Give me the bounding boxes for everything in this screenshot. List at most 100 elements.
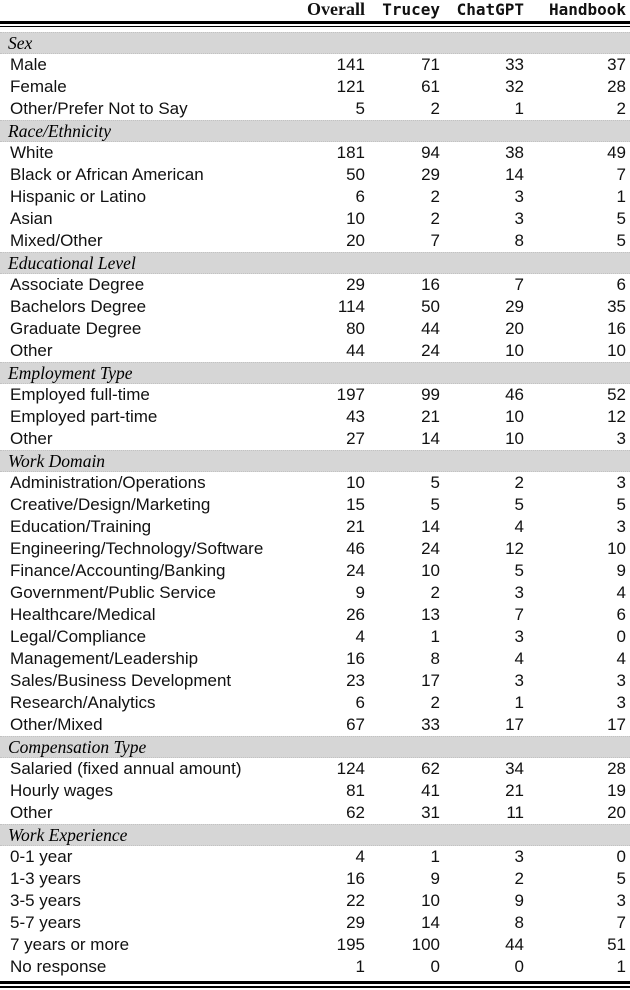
row-label: Healthcare/Medical <box>10 605 156 624</box>
row-value-handbook: 5 <box>616 209 626 228</box>
table-row: Black or African American 50 29 14 7 <box>0 164 630 186</box>
row-value-trucey: 7 <box>430 231 440 250</box>
row-value-trucey: 44 <box>421 319 440 338</box>
row-value-handbook: 28 <box>607 77 626 96</box>
row-value-trucey: 0 <box>430 957 440 976</box>
row-value-overall: 67 <box>346 715 365 734</box>
table-row: 7 years or more 195 100 44 51 <box>0 934 630 956</box>
row-value-handbook: 3 <box>616 473 626 492</box>
section-header-row: Sex <box>0 32 630 54</box>
row-value-chatgpt: 3 <box>514 627 524 646</box>
section-header-label: Race/Ethnicity <box>8 121 112 141</box>
row-value-overall: 16 <box>346 869 365 888</box>
row-value-handbook: 7 <box>616 913 626 932</box>
row-value-handbook: 4 <box>616 649 626 668</box>
row-label: Associate Degree <box>10 275 145 294</box>
row-value-chatgpt: 33 <box>505 55 524 74</box>
row-label: Asian <box>10 209 53 228</box>
row-value-overall: 20 <box>346 231 365 250</box>
row-label: Employed part-time <box>10 407 158 426</box>
row-label: 0-1 year <box>10 847 73 866</box>
row-value-trucey: 71 <box>421 55 440 74</box>
column-header-trucey: Trucey <box>382 0 440 19</box>
row-label: 7 years or more <box>10 935 130 954</box>
row-value-overall: 5 <box>355 99 365 118</box>
row-value-trucey: 2 <box>430 187 440 206</box>
row-value-chatgpt: 34 <box>505 759 524 778</box>
row-value-overall: 21 <box>346 517 365 536</box>
table-row: Graduate Degree 80 44 20 16 <box>0 318 630 340</box>
row-value-trucey: 5 <box>430 495 440 514</box>
table-row: Salaried (fixed annual amount) 124 62 34… <box>0 758 630 780</box>
column-header-overall: Overall <box>307 0 365 19</box>
row-value-trucey: 14 <box>421 429 440 448</box>
row-value-handbook: 49 <box>607 143 626 162</box>
row-value-overall: 62 <box>346 803 365 822</box>
table-row: 1-3 years 16 9 2 5 <box>0 868 630 890</box>
row-value-trucey: 24 <box>421 539 440 558</box>
row-value-chatgpt: 2 <box>514 473 524 492</box>
table-header-row: Overall Trucey ChatGPT Handbook <box>0 0 630 19</box>
row-value-trucey: 10 <box>421 561 440 580</box>
row-value-overall: 24 <box>346 561 365 580</box>
row-value-handbook: 17 <box>607 715 626 734</box>
section-header-label: Employment Type <box>8 363 133 383</box>
row-value-trucey: 2 <box>430 693 440 712</box>
row-value-handbook: 52 <box>607 385 626 404</box>
row-value-overall: 29 <box>346 913 365 932</box>
row-value-handbook: 0 <box>616 627 626 646</box>
row-label: Mixed/Other <box>10 231 103 250</box>
row-value-trucey: 21 <box>421 407 440 426</box>
row-value-chatgpt: 44 <box>505 935 524 954</box>
row-value-trucey: 14 <box>421 913 440 932</box>
row-value-chatgpt: 3 <box>514 583 524 602</box>
row-value-trucey: 29 <box>421 165 440 184</box>
row-label: Graduate Degree <box>10 319 142 338</box>
row-value-handbook: 10 <box>607 539 626 558</box>
row-value-overall: 27 <box>346 429 365 448</box>
row-value-trucey: 61 <box>421 77 440 96</box>
row-value-handbook: 6 <box>616 275 626 294</box>
row-value-chatgpt: 1 <box>514 99 524 118</box>
row-label: Government/Public Service <box>10 583 216 602</box>
row-value-chatgpt: 17 <box>505 715 524 734</box>
row-label: Management/Leadership <box>10 649 199 668</box>
row-value-trucey: 62 <box>421 759 440 778</box>
section-header-label: Educational Level <box>8 253 136 273</box>
row-value-trucey: 1 <box>430 847 440 866</box>
row-value-overall: 6 <box>355 187 365 206</box>
table-row: Legal/Compliance 4 1 3 0 <box>0 626 630 648</box>
row-value-trucey: 31 <box>421 803 440 822</box>
row-value-chatgpt: 20 <box>505 319 524 338</box>
row-value-overall: 80 <box>346 319 365 338</box>
row-value-overall: 114 <box>337 297 365 316</box>
row-value-trucey: 99 <box>421 385 440 404</box>
section-header-row: Educational Level <box>0 252 630 274</box>
row-value-trucey: 41 <box>421 781 440 800</box>
row-value-trucey: 94 <box>421 143 440 162</box>
row-value-handbook: 3 <box>616 429 626 448</box>
row-value-overall: 4 <box>355 847 365 866</box>
row-value-handbook: 1 <box>616 187 626 206</box>
row-value-chatgpt: 1 <box>514 693 524 712</box>
table-row: Finance/Accounting/Banking 24 10 5 9 <box>0 560 630 582</box>
row-value-handbook: 5 <box>616 869 626 888</box>
column-header-chatgpt: ChatGPT <box>456 0 524 19</box>
row-label: Employed full-time <box>10 385 150 404</box>
table-row: Hispanic or Latino 6 2 3 1 <box>0 186 630 208</box>
row-value-overall: 6 <box>355 693 365 712</box>
row-value-handbook: 0 <box>616 847 626 866</box>
table-row: Mixed/Other 20 7 8 5 <box>0 230 630 252</box>
row-value-chatgpt: 5 <box>514 561 524 580</box>
row-value-overall: 181 <box>336 143 365 162</box>
table-row: 3-5 years 22 10 9 3 <box>0 890 630 912</box>
row-value-chatgpt: 0 <box>514 957 524 976</box>
top-rule-thick <box>0 21 630 24</box>
row-value-trucey: 13 <box>421 605 440 624</box>
row-value-chatgpt: 46 <box>505 385 524 404</box>
row-value-trucey: 100 <box>411 935 440 954</box>
row-value-overall: 16 <box>346 649 365 668</box>
row-label: Hourly wages <box>10 781 113 800</box>
row-label: Other <box>10 803 53 822</box>
row-value-overall: 10 <box>346 209 365 228</box>
